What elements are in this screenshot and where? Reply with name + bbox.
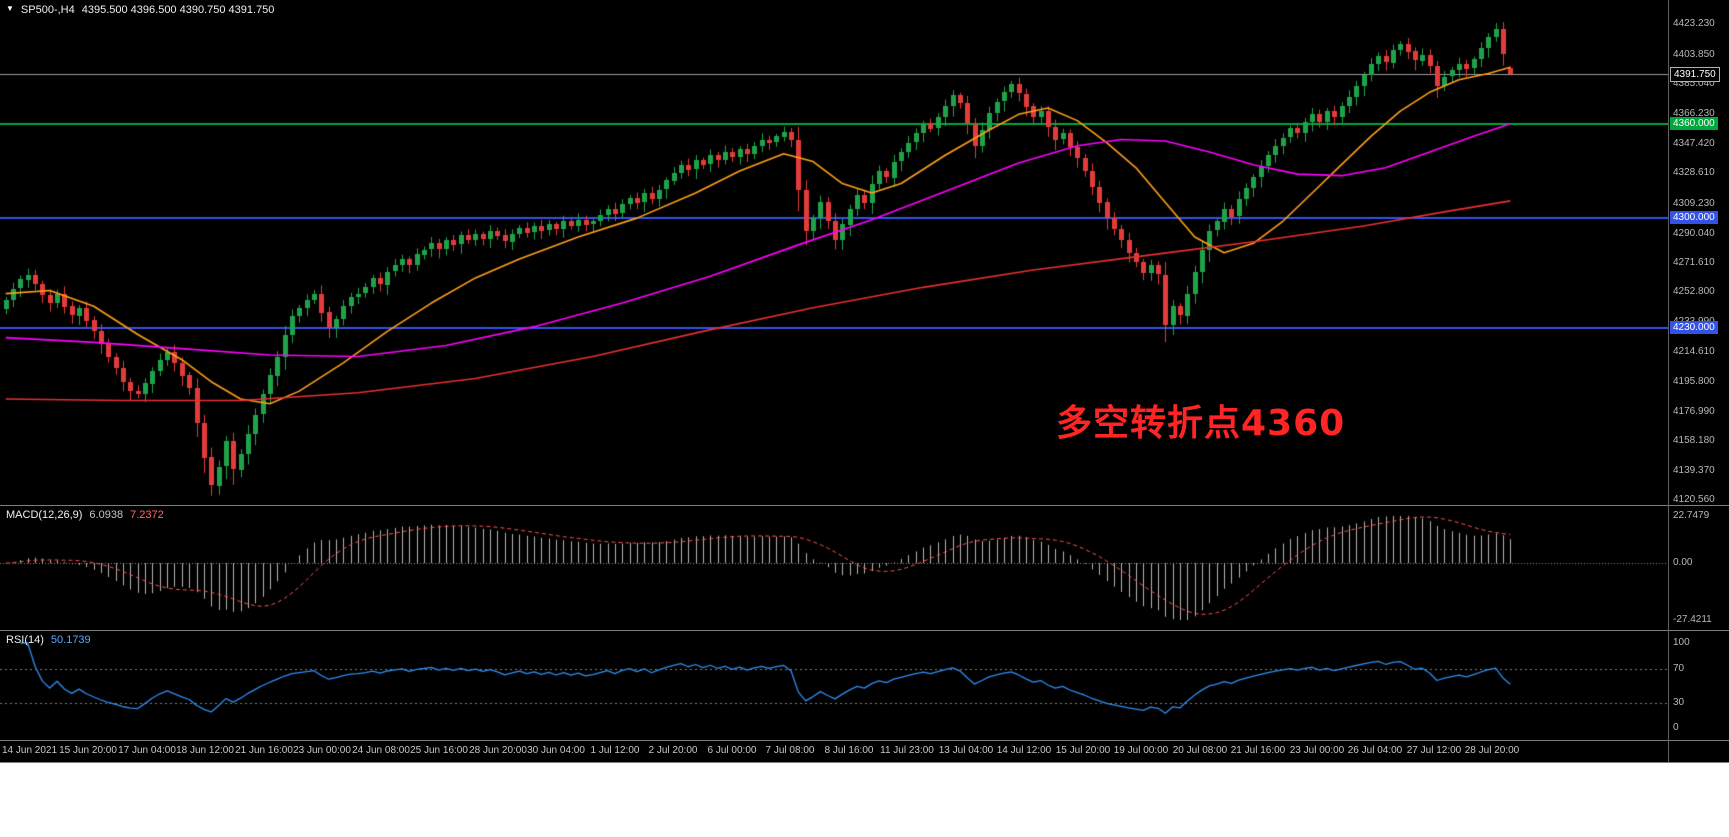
time-axis-label: 2 Jul 20:00: [648, 745, 698, 756]
time-axis-label: 28 Jun 20:00: [469, 745, 527, 756]
time-axis-label: 19 Jul 00:00: [1113, 745, 1169, 756]
price-axis-label: 4385.040: [1673, 78, 1715, 90]
price-axis-label: 4120.560: [1673, 494, 1715, 506]
symbol-period-label: SP500-,H4: [20, 4, 75, 16]
time-axis-label: 30 Jun 04:00: [527, 745, 585, 756]
macd-legend: MACD(12,26,9) 6.0938 7.2372: [6, 509, 171, 521]
rsi-axis-label: 70: [1673, 662, 1685, 674]
macd-axis-label: 0.00: [1673, 557, 1693, 569]
time-axis-label: 25 Jun 16:00: [410, 745, 468, 756]
price-axis-label: 4158.180: [1673, 435, 1715, 447]
panel-resize-divider[interactable]: [0, 630, 1729, 631]
annotation-text-object[interactable]: 多空转折点4360: [1056, 403, 1346, 444]
macd-axis-label: -27.4211: [1673, 614, 1712, 625]
symbol-marker-icon: ▼: [6, 4, 14, 13]
macd-axis-label: 22.7479: [1673, 510, 1710, 521]
price-axis-label: 4366.230: [1673, 107, 1715, 119]
time-axis-label: 15 Jun 20:00: [59, 745, 117, 756]
price-axis-label: 4328.610: [1673, 167, 1715, 179]
macd-main-value: 6.0938: [89, 509, 124, 521]
current-price-tag: 4391.750: [1670, 66, 1720, 82]
price-axis-label: 4214.610: [1673, 346, 1715, 358]
price-chart-canvas[interactable]: [0, 0, 1668, 505]
rsi-value: 50.1739: [50, 634, 91, 646]
rsi-panel-canvas[interactable]: [0, 631, 1668, 740]
bottom-divider: [0, 762, 1729, 763]
price-axis-label: 4347.420: [1673, 137, 1715, 149]
time-axis-label: 21 Jun 16:00: [235, 745, 293, 756]
chart-header: ▼ SP500-,H4 4395.500 4396.500 4390.750 439…: [6, 4, 281, 16]
price-axis-label: 4290.040: [1673, 227, 1715, 239]
time-axis-label: 1 Jul 12:00: [590, 745, 640, 756]
price-axis-label: 4139.370: [1673, 464, 1715, 476]
price-axis-label: 4252.800: [1673, 286, 1715, 298]
time-axis-label: 27 Jul 12:00: [1406, 745, 1462, 756]
rsi-axis-label: 100: [1673, 637, 1690, 648]
price-axis-divider: [1668, 0, 1669, 762]
macd-signal-value: 7.2372: [130, 509, 164, 521]
macd-panel-canvas[interactable]: [0, 506, 1668, 630]
price-axis-label: 4176.990: [1673, 405, 1715, 417]
rsi-label: RSI(14): [6, 634, 44, 646]
bottom-margin: [0, 763, 1729, 837]
macd-label: MACD(12,26,9): [6, 509, 83, 521]
time-axis-label: 23 Jun 00:00: [293, 745, 351, 756]
time-axis-label: 17 Jun 04:00: [118, 745, 176, 756]
time-axis-label: 21 Jul 16:00: [1230, 745, 1286, 756]
panel-resize-divider[interactable]: [0, 505, 1729, 506]
time-axis-label: 6 Jul 00:00: [707, 745, 757, 756]
price-axis-label: 4423.230: [1673, 18, 1715, 30]
time-axis-label: 20 Jul 08:00: [1172, 745, 1228, 756]
ohlc-values: 4395.500 4396.500 4390.750 4391.750: [81, 4, 275, 16]
rsi-legend: RSI(14) 50.1739: [6, 634, 98, 646]
time-axis-label: 8 Jul 16:00: [824, 745, 874, 756]
time-axis-label: 23 Jul 00:00: [1289, 745, 1345, 756]
time-axis-label: 11 Jul 23:00: [880, 745, 934, 756]
time-axis-label: 28 Jul 20:00: [1464, 745, 1520, 756]
time-axis-label: 24 Jun 08:00: [352, 745, 410, 756]
time-axis-label: 14 Jun 2021: [2, 745, 58, 756]
price-axis-label: 4403.850: [1673, 48, 1715, 60]
time-axis-label: 14 Jul 12:00: [996, 745, 1052, 756]
rsi-axis-label: 30: [1673, 696, 1685, 708]
time-axis-label: 18 Jun 12:00: [176, 745, 234, 756]
time-axis-label: 15 Jul 20:00: [1055, 745, 1111, 756]
level-4300-tag[interactable]: 4300.000: [1670, 211, 1718, 225]
time-axis-divider: [0, 740, 1729, 741]
time-axis-label: 13 Jul 04:00: [938, 745, 994, 756]
price-axis-label: 4195.800: [1673, 376, 1715, 387]
level-4360-tag[interactable]: 4360.000: [1670, 116, 1718, 130]
time-axis-label: 7 Jul 08:00: [765, 745, 815, 756]
level-4230-tag[interactable]: 4230.000: [1670, 321, 1718, 335]
price-axis-label: 4309.230: [1673, 197, 1715, 209]
rsi-axis-label: 0: [1673, 722, 1679, 733]
time-axis-label: 26 Jul 04:00: [1347, 745, 1403, 756]
price-axis-label: 4271.610: [1673, 256, 1715, 268]
